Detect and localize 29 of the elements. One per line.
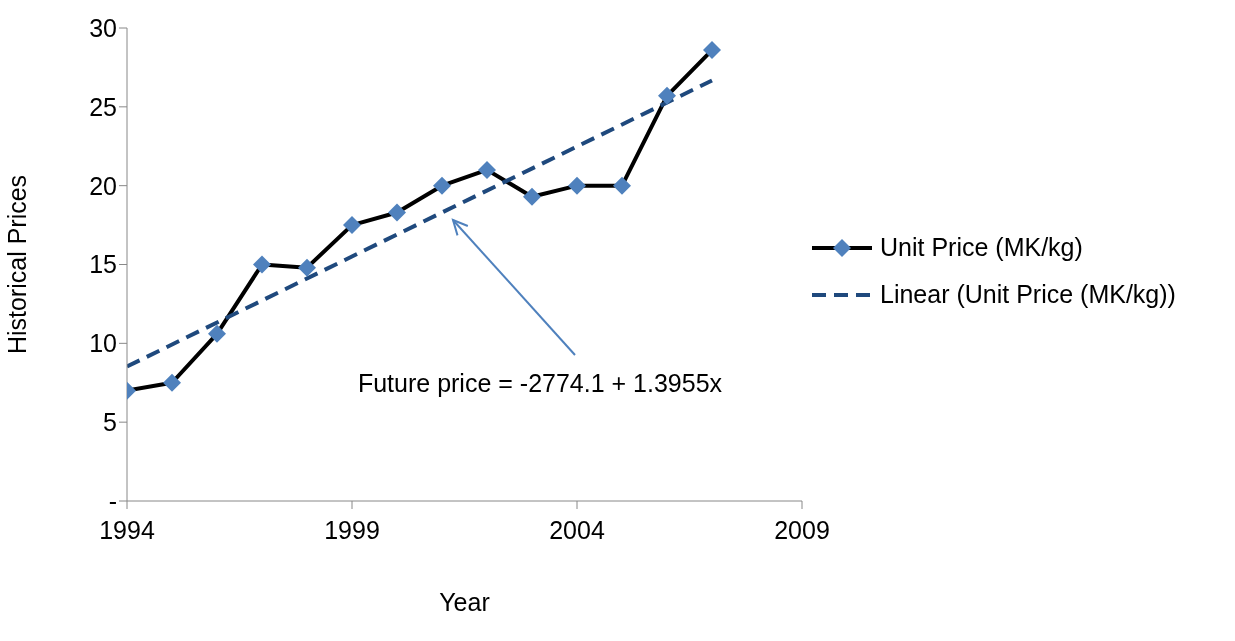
legend-label: Linear (Unit Price (MK/kg)) [880,280,1176,309]
x-tick-label: 1999 [324,515,380,544]
point [433,176,451,195]
y-tick-label: 10 [89,329,117,358]
annotation: Future price = -2774.1 + 1.3955x [357,369,723,397]
y-tick-label: 15 [89,250,117,279]
point [163,373,181,392]
point [388,203,406,222]
point [343,216,361,235]
point [523,187,541,206]
point [703,41,721,60]
y-tick-label: 5 [103,408,117,437]
point [658,86,676,105]
point [298,258,316,277]
point [613,176,631,195]
y-tick-label: 20 [89,171,117,200]
point [568,176,586,195]
x-axis-title: Year [439,588,490,616]
x-tick-label: 2004 [549,515,605,544]
y-tick-label: - [108,486,117,515]
point [478,160,496,179]
y-tick-label: 25 [89,92,117,121]
x-tick-label: 2009 [774,515,830,544]
y-tick-label: 30 [89,13,117,42]
legend-label: Unit Price (MK/kg) [880,233,1083,262]
x-tick-label: 1994 [99,515,155,544]
point [253,255,271,274]
point [208,324,226,343]
y-axis-title: Historical Prices [2,174,31,355]
